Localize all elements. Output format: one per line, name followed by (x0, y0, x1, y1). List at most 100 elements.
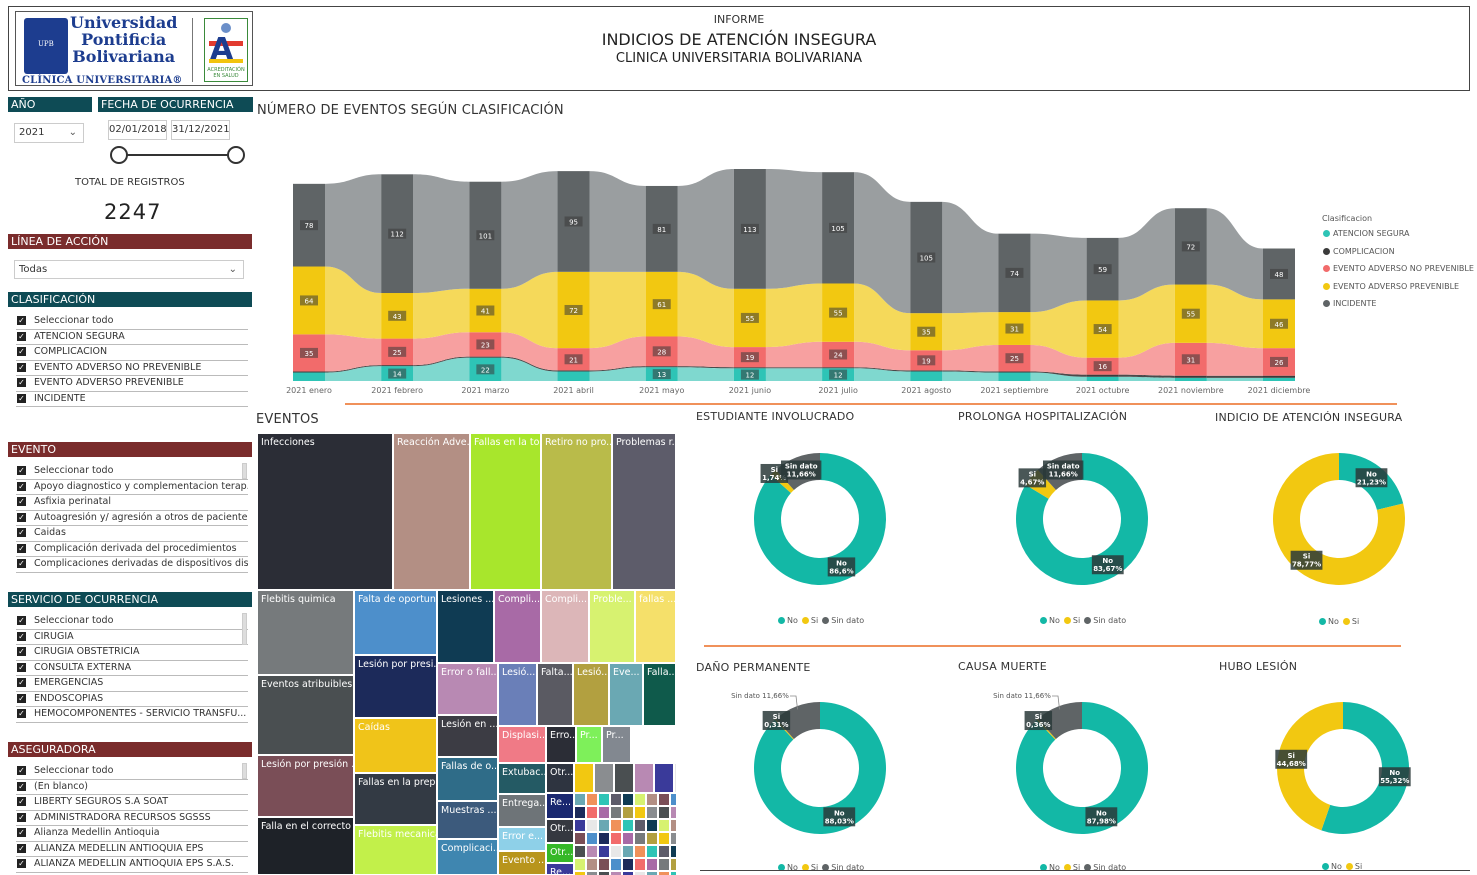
aseguradora-checkbox-item[interactable]: ✓ Seleccionar todo (16, 764, 248, 780)
aseguradora-checkbox-item[interactable]: ✓ Alianza Medellin Antioquia (16, 826, 248, 842)
servicio-checkbox-item[interactable]: ✓ CIRUGIA OBSTETRICIA (16, 645, 248, 661)
treemap-small-cell[interactable] (614, 763, 634, 793)
bar-segment[interactable] (557, 370, 590, 372)
treemap-small-cell[interactable] (634, 858, 646, 871)
donut-legend-item[interactable]: Si (801, 616, 818, 625)
servicio-checkbox-item[interactable]: ✓ EMERGENCIAS (16, 676, 248, 692)
treemap-small-cell[interactable] (634, 763, 654, 793)
treemap-small-cell[interactable] (634, 806, 646, 819)
treemap-cell[interactable]: Lesió... (498, 663, 537, 726)
treemap-small-cell[interactable] (574, 858, 586, 871)
checkbox-checked-icon[interactable]: ✓ (17, 481, 26, 491)
treemap-small-cell[interactable] (646, 845, 658, 858)
evento-scrollbar[interactable] (242, 463, 247, 479)
checkbox-checked-icon[interactable]: ✓ (17, 678, 26, 687)
treemap-cell[interactable]: Falta de oportun... (354, 590, 437, 655)
donut-legend-item[interactable]: Si (1063, 863, 1080, 872)
donut-legend-item[interactable]: No (1319, 617, 1339, 626)
bar-segment[interactable] (645, 366, 678, 368)
treemap-small-cell[interactable] (670, 806, 676, 819)
donut-slice[interactable] (1321, 702, 1409, 834)
treemap-small-cell[interactable] (574, 819, 586, 832)
bar-segment[interactable] (1174, 375, 1207, 378)
treemap-small-cell[interactable] (598, 793, 610, 806)
donut-legend-item[interactable]: No (1040, 616, 1060, 625)
treemap-small-cell[interactable] (658, 793, 670, 806)
legend-item[interactable]: EVENTO ADVERSO PREVENIBLE (1323, 282, 1459, 291)
donut-legend-item[interactable]: No (1322, 862, 1342, 871)
treemap-small-cell[interactable] (634, 819, 646, 832)
treemap-cell[interactable]: Eve... (609, 663, 643, 726)
treemap-small-cell[interactable] (598, 871, 610, 875)
treemap-small-cell[interactable] (586, 832, 598, 845)
checkbox-checked-icon[interactable]: ✓ (17, 631, 26, 641)
treemap-cell[interactable]: Proble... (589, 590, 635, 663)
checkbox-checked-icon[interactable]: ✓ (17, 828, 26, 837)
donut-legend-item[interactable]: Si (1342, 617, 1359, 626)
treemap-cell[interactable]: Extubac... (498, 763, 546, 794)
servicio-checkbox-item[interactable]: ✓ HEMOCOMPONENTES - SERVICIO TRANSFU... (16, 707, 248, 723)
legend-item[interactable]: ATENCION SEGURA (1323, 229, 1409, 238)
treemap-small-cell[interactable] (658, 819, 670, 832)
treemap-small-cell[interactable] (646, 871, 658, 875)
bar-segment[interactable] (733, 367, 766, 369)
bar-segment[interactable] (293, 372, 325, 381)
treemap-cell[interactable]: Pr... (576, 726, 602, 763)
servicio-checkbox-item[interactable]: ✓ CONSULTA EXTERNA (16, 661, 248, 676)
treemap-small-cell[interactable] (598, 806, 610, 819)
bar-segment[interactable] (1174, 377, 1207, 381)
treemap-cell[interactable]: Erro... (546, 726, 576, 763)
date-slider-track[interactable] (120, 154, 236, 156)
treemap-small-cell[interactable] (622, 819, 634, 832)
treemap-small-cell[interactable] (646, 832, 658, 845)
donut-legend-item[interactable]: Sin dato (1084, 863, 1126, 872)
treemap-cell[interactable]: Re... (546, 863, 574, 875)
treemap-small-cell[interactable] (670, 845, 676, 858)
checkbox-checked-icon[interactable]: ✓ (17, 331, 26, 341)
treemap-cell[interactable]: Falla... (643, 663, 676, 726)
donut-slice[interactable] (1016, 453, 1148, 585)
aseguradora-checkbox-item[interactable]: ✓ ALIANZA MEDELLIN ANTIOQUIA EPS S.A.S. (16, 857, 248, 873)
treemap-cell[interactable]: Flebitis quimica (257, 590, 354, 675)
treemap-small-cell[interactable] (622, 806, 634, 819)
treemap-small-cell[interactable] (586, 858, 598, 871)
checkbox-checked-icon[interactable]: ✓ (17, 812, 26, 822)
donut-legend-item[interactable]: Sin dato (1084, 616, 1126, 625)
servicio-scrollbar[interactable] (242, 613, 247, 645)
treemap-cell[interactable]: fallas ... (635, 590, 676, 663)
treemap-cell[interactable]: Falla en el correcto ... (257, 817, 354, 875)
treemap-small-cell[interactable] (622, 832, 634, 845)
bar-segment[interactable] (910, 371, 943, 381)
treemap-cell[interactable]: Fallas en la prep... (354, 773, 437, 825)
treemap-small-cell[interactable] (610, 806, 622, 819)
donut-slice[interactable] (1277, 702, 1343, 831)
treemap-cell[interactable]: Fallas de o... (437, 757, 498, 801)
treemap-cell[interactable]: Compli... (494, 590, 541, 663)
evento-checkbox-item[interactable]: ✓ Complicación derivada del procedimiento… (16, 542, 248, 557)
bar-segment[interactable] (1263, 375, 1295, 378)
clasificacion-checkbox-item[interactable]: ✓ EVENTO ADVERSO PREVENIBLE (16, 376, 248, 392)
treemap-small-cell[interactable] (670, 832, 676, 845)
treemap-small-cell[interactable] (574, 793, 586, 806)
treemap-small-cell[interactable] (646, 819, 658, 832)
checkbox-checked-icon[interactable]: ✓ (17, 466, 26, 475)
bar-segment[interactable] (469, 356, 502, 358)
treemap-cell[interactable]: Lesiones ... (437, 590, 494, 663)
donut-slice[interactable] (754, 702, 886, 834)
treemap-small-cell[interactable] (622, 858, 634, 871)
bar-segment[interactable] (381, 365, 414, 367)
treemap-small-cell[interactable] (654, 763, 674, 793)
donut-legend-item[interactable]: Si (1063, 616, 1080, 625)
checkbox-checked-icon[interactable]: ✓ (17, 859, 26, 868)
bar-segment[interactable] (998, 372, 1031, 381)
checkbox-checked-icon[interactable]: ✓ (17, 316, 26, 325)
clasificacion-checkbox-item[interactable]: ✓ Seleccionar todo (16, 314, 248, 330)
year-dropdown[interactable]: 2021 ⌄ (14, 123, 84, 143)
bar-segment[interactable] (998, 371, 1031, 373)
treemap-small-cell[interactable] (670, 858, 676, 871)
treemap-small-cell[interactable] (574, 806, 586, 819)
treemap-cell[interactable]: Problemas r... (612, 433, 676, 590)
treemap-small-cell[interactable] (598, 832, 610, 845)
treemap-cell[interactable]: Compli... (541, 590, 589, 663)
treemap-small-cell[interactable] (622, 845, 634, 858)
